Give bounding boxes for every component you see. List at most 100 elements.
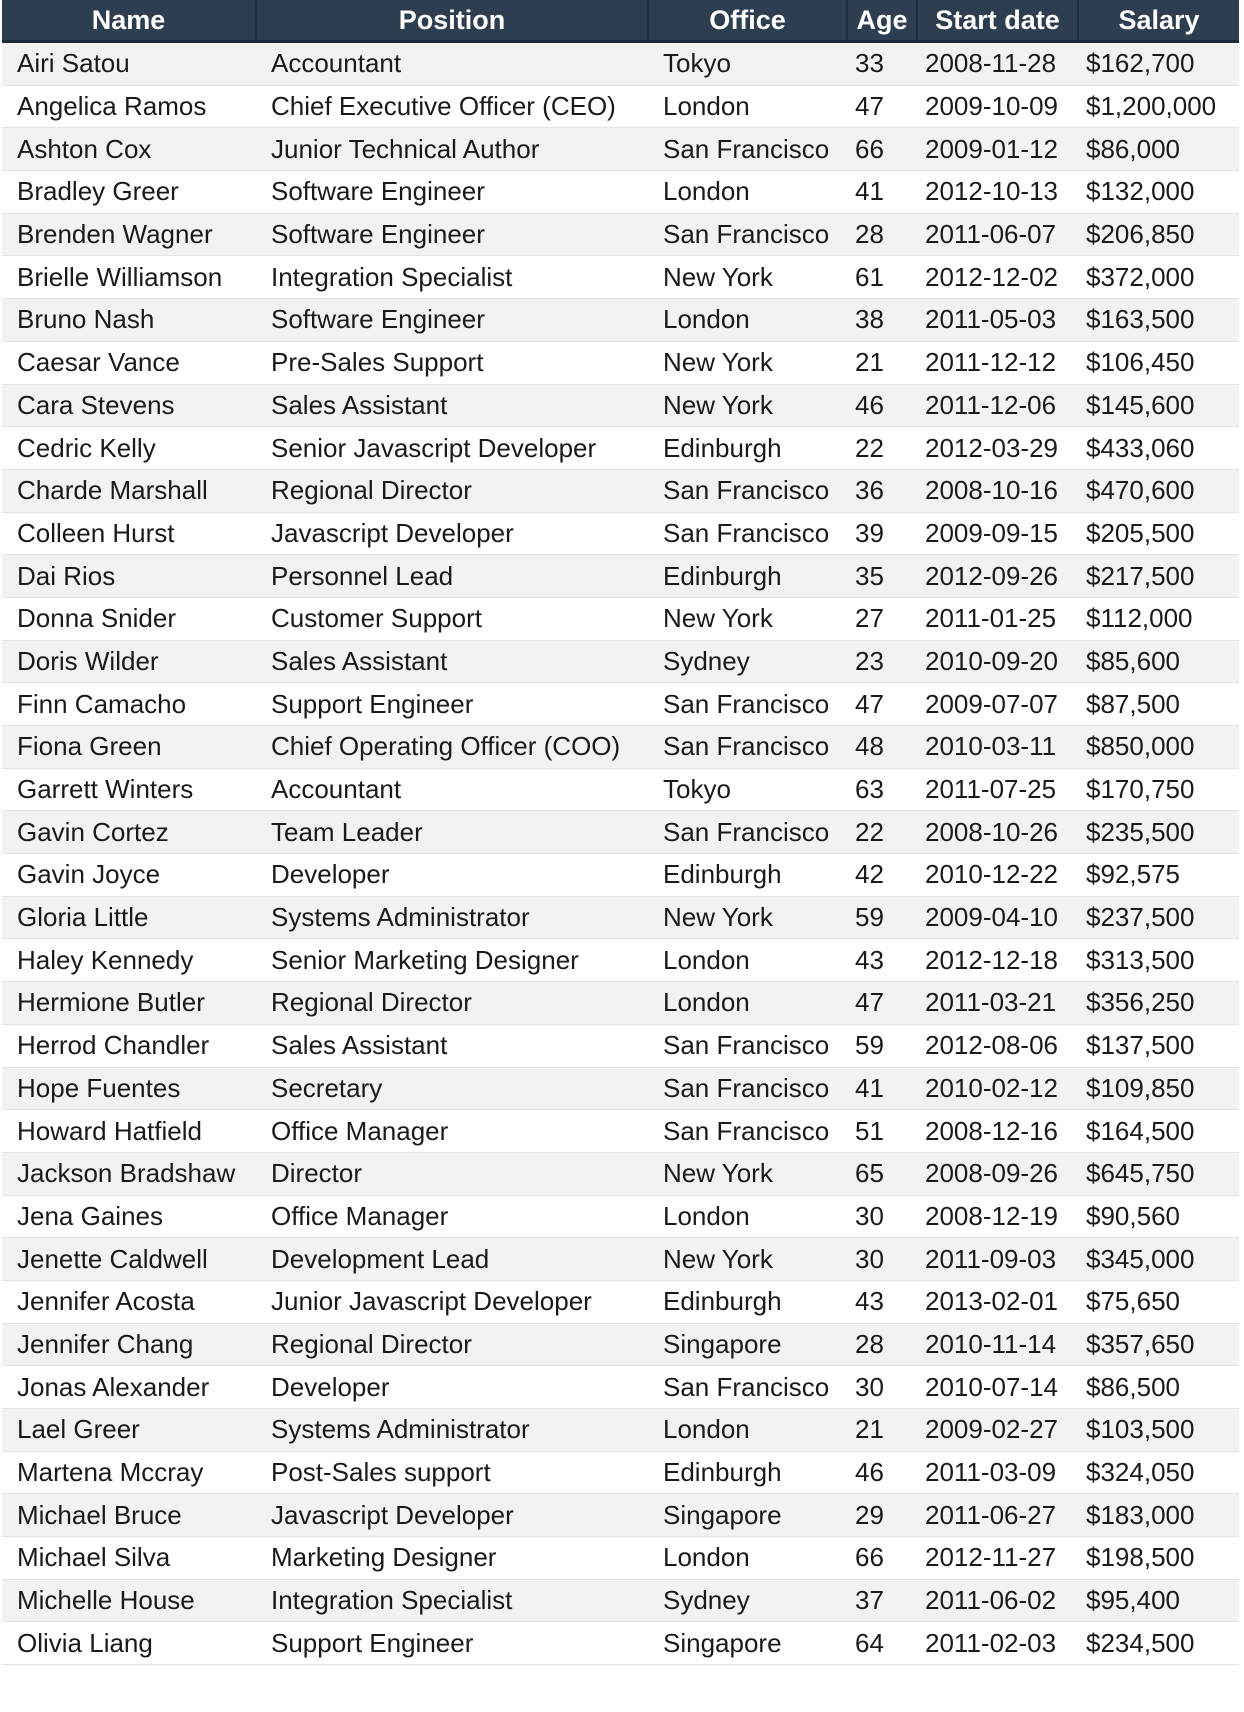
table-row[interactable]: Garrett Winters Accountant Tokyo 63 2011-07-… bbox=[2, 768, 1239, 812]
table-row[interactable]: Gavin Joyce Developer Edinburgh 42 2010-12-2… bbox=[2, 853, 1239, 897]
table-row[interactable]: Gloria Little Systems Administrator New Yo… bbox=[2, 896, 1239, 940]
cell-age: 21 bbox=[847, 341, 917, 385]
cell-position: Javascript Developer bbox=[256, 512, 648, 556]
cell-position: Software Engineer bbox=[256, 213, 648, 257]
cell-office: New York bbox=[648, 597, 847, 641]
cell-name: Brenden Wagner bbox=[2, 213, 256, 257]
cell-salary: $112,000 bbox=[1078, 597, 1239, 641]
cell-age: 48 bbox=[847, 725, 917, 769]
table-row[interactable]: Hermione Butler Regional Director London 47… bbox=[2, 981, 1239, 1025]
cell-office: Edinburgh bbox=[648, 1280, 847, 1324]
cell-age: 64 bbox=[847, 1621, 917, 1666]
table-row[interactable]: Hope Fuentes Secretary San Francisco 41 2010… bbox=[2, 1067, 1239, 1111]
cell-office: London bbox=[648, 1536, 847, 1580]
cell-age: 43 bbox=[847, 1280, 917, 1324]
cell-name: Finn Camacho bbox=[2, 682, 256, 726]
table-row[interactable]: Herrod Chandler Sales Assistant San Franci… bbox=[2, 1024, 1239, 1068]
cell-position: Senior Javascript Developer bbox=[256, 426, 648, 470]
cell-start-date: 2011-12-12 bbox=[917, 341, 1078, 385]
table-row[interactable]: Dai Rios Personnel Lead Edinburgh 35 2012-09… bbox=[2, 554, 1239, 598]
cell-office: Tokyo bbox=[648, 768, 847, 812]
table-row[interactable]: Finn Camacho Support Engineer San Francisc… bbox=[2, 682, 1239, 726]
cell-start-date: 2008-10-16 bbox=[917, 469, 1078, 513]
table-row[interactable]: Jenette Caldwell Development Lead New York… bbox=[2, 1237, 1239, 1281]
cell-name: Martena Mccray bbox=[2, 1451, 256, 1495]
cell-office: New York bbox=[648, 384, 847, 428]
column-header-name[interactable]: Name bbox=[2, 0, 257, 43]
table-row[interactable]: Bruno Nash Software Engineer London 38 2011-… bbox=[2, 298, 1239, 342]
cell-start-date: 2009-01-12 bbox=[917, 127, 1078, 172]
cell-position: Systems Administrator bbox=[256, 896, 648, 940]
cell-name: Hope Fuentes bbox=[2, 1067, 256, 1111]
cell-name: Lael Greer bbox=[2, 1408, 256, 1452]
employee-table: Name Position Office Age Start date Sala… bbox=[2, 0, 1239, 1666]
cell-age: 39 bbox=[847, 512, 917, 556]
column-header-age[interactable]: Age bbox=[847, 0, 918, 43]
cell-name: Michael Silva bbox=[2, 1536, 256, 1580]
cell-name: Gavin Cortez bbox=[2, 810, 256, 855]
table-row[interactable]: Doris Wilder Sales Assistant Sydney 23 2010-… bbox=[2, 640, 1239, 684]
table-row[interactable]: Jennifer Acosta Junior Javascript Develop… bbox=[2, 1280, 1239, 1324]
cell-office: Edinburgh bbox=[648, 1451, 847, 1495]
cell-salary: $470,600 bbox=[1078, 469, 1239, 513]
cell-start-date: 2009-10-09 bbox=[917, 85, 1078, 129]
table-row[interactable]: Jonas Alexander Developer San Francisco 30 2… bbox=[2, 1365, 1239, 1409]
cell-name: Charde Marshall bbox=[2, 469, 256, 513]
cell-age: 42 bbox=[847, 853, 917, 897]
table-row[interactable]: Martena Mccray Post-Sales support Edinburg… bbox=[2, 1451, 1239, 1495]
table-row[interactable]: Angelica Ramos Chief Executive Officer (C… bbox=[2, 85, 1239, 129]
cell-position: Javascript Developer bbox=[256, 1493, 648, 1538]
cell-start-date: 2010-09-20 bbox=[917, 640, 1078, 684]
table-row[interactable]: Caesar Vance Pre-Sales Support New York 21 2… bbox=[2, 341, 1239, 385]
cell-name: Ashton Cox bbox=[2, 127, 256, 172]
table-row[interactable]: Michelle House Integration Specialist Sydn… bbox=[2, 1579, 1239, 1623]
cell-age: 59 bbox=[847, 1024, 917, 1068]
table-row[interactable]: Jackson Bradshaw Director New York 65 2008-0… bbox=[2, 1152, 1239, 1196]
table-row[interactable]: Colleen Hurst Javascript Developer San Fra… bbox=[2, 512, 1239, 556]
cell-office: San Francisco bbox=[648, 213, 847, 257]
table-row[interactable]: Jennifer Chang Regional Director Singapore… bbox=[2, 1323, 1239, 1367]
table-row[interactable]: Michael Silva Marketing Designer London 66 2… bbox=[2, 1536, 1239, 1580]
column-header-salary[interactable]: Salary bbox=[1078, 0, 1239, 43]
cell-age: 61 bbox=[847, 255, 917, 300]
cell-office: London bbox=[648, 170, 847, 214]
table-row[interactable]: Gavin Cortez Team Leader San Francisco 22 20… bbox=[2, 810, 1239, 855]
table-row[interactable]: Cara Stevens Sales Assistant New York 46 201… bbox=[2, 384, 1239, 428]
column-header-office[interactable]: Office bbox=[648, 0, 848, 43]
table-row[interactable]: Brenden Wagner Software Engineer San Franc… bbox=[2, 213, 1239, 257]
column-header-start-date[interactable]: Start date bbox=[917, 0, 1079, 43]
cell-office: London bbox=[648, 938, 847, 983]
table-row[interactable]: Brielle Williamson Integration Specialist… bbox=[2, 255, 1239, 300]
table-row[interactable]: Ashton Cox Junior Technical Author San Fra… bbox=[2, 127, 1239, 172]
cell-name: Donna Snider bbox=[2, 597, 256, 641]
cell-salary: $170,750 bbox=[1078, 768, 1239, 812]
cell-salary: $850,000 bbox=[1078, 725, 1239, 769]
cell-name: Cara Stevens bbox=[2, 384, 256, 428]
table-row[interactable]: Charde Marshall Regional Director San Fran… bbox=[2, 469, 1239, 513]
cell-position: Software Engineer bbox=[256, 170, 648, 214]
table-row[interactable]: Jena Gaines Office Manager London 30 2008-12… bbox=[2, 1195, 1239, 1239]
cell-name: Angelica Ramos bbox=[2, 85, 256, 129]
cell-name: Michelle House bbox=[2, 1579, 256, 1623]
table-row[interactable]: Olivia Liang Support Engineer Singapore 64 2… bbox=[2, 1621, 1239, 1666]
cell-start-date: 2008-12-19 bbox=[917, 1195, 1078, 1239]
column-header-position[interactable]: Position bbox=[256, 0, 649, 43]
cell-position: Sales Assistant bbox=[256, 640, 648, 684]
table-row[interactable]: Cedric Kelly Senior Javascript Developer E… bbox=[2, 426, 1239, 470]
cell-start-date: 2011-07-25 bbox=[917, 768, 1078, 812]
cell-position: Chief Executive Officer (CEO) bbox=[256, 85, 648, 129]
cell-office: New York bbox=[648, 896, 847, 940]
table-row[interactable]: Donna Snider Customer Support New York 27 20… bbox=[2, 597, 1239, 641]
table-row[interactable]: Haley Kennedy Senior Marketing Designer Lo… bbox=[2, 938, 1239, 983]
table-row[interactable]: Airi Satou Accountant Tokyo 33 2008-11-28 $16… bbox=[2, 41, 1239, 86]
cell-salary: $109,850 bbox=[1078, 1067, 1239, 1111]
cell-age: 29 bbox=[847, 1493, 917, 1538]
cell-name: Doris Wilder bbox=[2, 640, 256, 684]
table-row[interactable]: Howard Hatfield Office Manager San Francis… bbox=[2, 1109, 1239, 1153]
table-row[interactable]: Lael Greer Systems Administrator London 21 2… bbox=[2, 1408, 1239, 1452]
cell-salary: $163,500 bbox=[1078, 298, 1239, 342]
table-row[interactable]: Bradley Greer Software Engineer London 41 20… bbox=[2, 170, 1239, 214]
table-row[interactable]: Michael Bruce Javascript Developer Singapo… bbox=[2, 1493, 1239, 1538]
table-row[interactable]: Fiona Green Chief Operating Officer (COO)… bbox=[2, 725, 1239, 769]
cell-office: Singapore bbox=[648, 1621, 847, 1666]
